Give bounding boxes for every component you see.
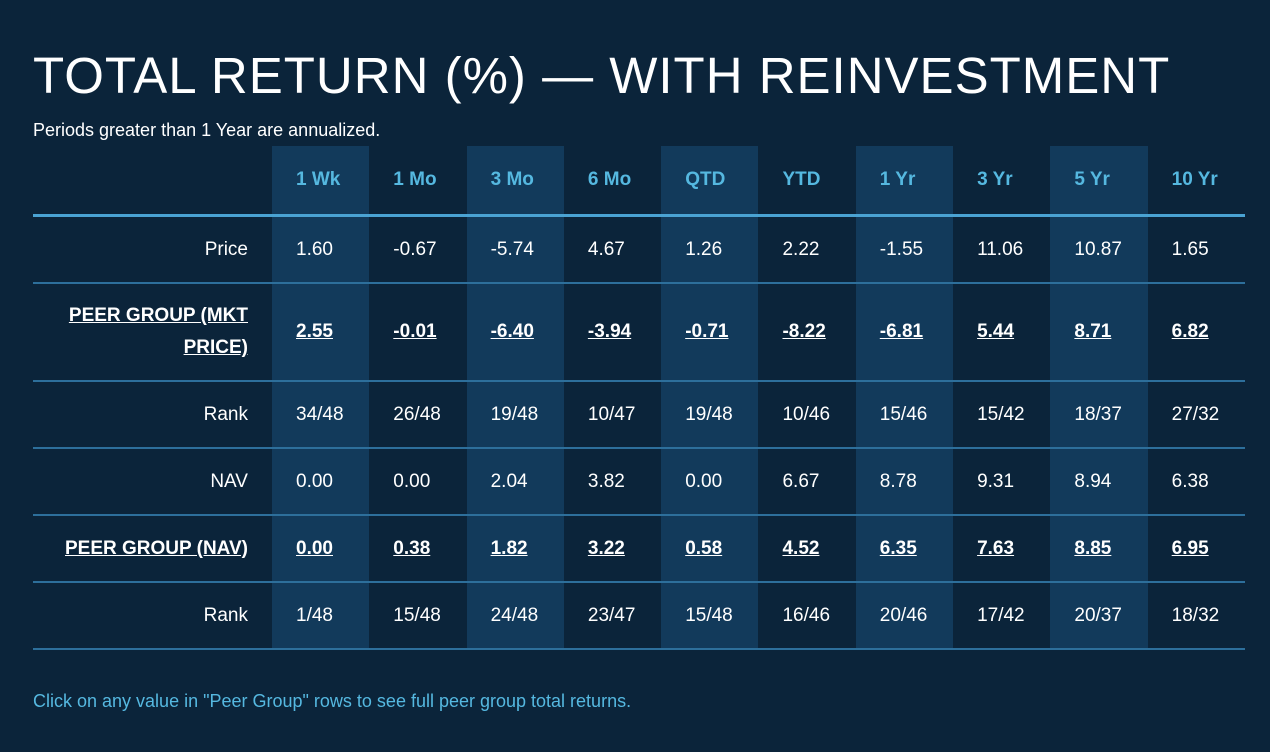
table-cell: 15/46 — [855, 381, 954, 449]
column-header-6mo: 6 Mo — [563, 146, 662, 217]
column-header-ytd: YTD — [758, 146, 856, 217]
table-cell: -5.74 — [466, 215, 564, 284]
table-cell: 0.00 — [661, 448, 759, 516]
table-row-rank-mkt: Rank 34/48 26/48 19/48 10/47 19/48 10/46… — [33, 381, 1245, 449]
peer-value-link[interactable]: -0.71 — [661, 283, 759, 382]
table-cell: 23/47 — [563, 582, 662, 650]
table-cell: 34/48 — [272, 381, 370, 449]
table-cell: 8.78 — [855, 448, 954, 516]
total-return-table: 1 Wk 1 Mo 3 Mo 6 Mo QTD YTD 1 Yr 3 Yr 5 … — [33, 146, 1245, 650]
row-label-nav: NAV — [33, 448, 272, 516]
peer-value-link[interactable]: 0.58 — [661, 515, 759, 583]
table-cell: 20/37 — [1050, 582, 1148, 650]
row-label-rank: Rank — [33, 582, 272, 650]
table-cell: 4.67 — [563, 215, 662, 284]
peer-value-link[interactable]: 5.44 — [953, 283, 1051, 382]
table-cell: 18/32 — [1147, 582, 1245, 650]
row-label-rank: Rank — [33, 381, 272, 449]
peer-value-link[interactable]: 6.82 — [1147, 283, 1245, 382]
table-cell: 19/48 — [661, 381, 759, 449]
peer-group-mkt-price-link[interactable]: PEER GROUP (MKT PRICE) — [33, 283, 272, 382]
table-cell: 18/37 — [1050, 381, 1148, 449]
table-row-peer-group-mkt-price: PEER GROUP (MKT PRICE) 2.55 -0.01 -6.40 … — [33, 283, 1245, 382]
table-cell: 1.26 — [661, 215, 759, 284]
total-return-table-container: 1 Wk 1 Mo 3 Mo 6 Mo QTD YTD 1 Yr 3 Yr 5 … — [33, 146, 1245, 650]
column-header-1yr: 1 Yr — [855, 146, 954, 217]
peer-value-link[interactable]: 8.71 — [1050, 283, 1148, 382]
table-cell: 15/48 — [369, 582, 467, 650]
peer-value-link[interactable]: 4.52 — [758, 515, 856, 583]
table-row-price: Price 1.60 -0.67 -5.74 4.67 1.26 2.22 -1… — [33, 215, 1245, 284]
peer-value-link[interactable]: 3.22 — [563, 515, 662, 583]
column-header-qtd: QTD — [661, 146, 759, 217]
peer-value-link[interactable]: 2.55 — [272, 283, 370, 382]
table-cell: 3.82 — [563, 448, 662, 516]
peer-group-nav-link[interactable]: PEER GROUP (NAV) — [33, 515, 272, 583]
annualized-note: Periods greater than 1 Year are annualiz… — [33, 120, 381, 140]
table-cell: 15/48 — [661, 582, 759, 650]
table-cell: 2.04 — [466, 448, 564, 516]
table-cell: 1.65 — [1147, 215, 1245, 284]
header-row: 1 Wk 1 Mo 3 Mo 6 Mo QTD YTD 1 Yr 3 Yr 5 … — [33, 146, 1245, 217]
table-cell: 11.06 — [953, 215, 1051, 284]
table-cell: 17/42 — [953, 582, 1051, 650]
column-header-1wk: 1 Wk — [272, 146, 370, 217]
table-cell: 8.94 — [1050, 448, 1148, 516]
table-cell: 26/48 — [369, 381, 467, 449]
table-cell: 24/48 — [466, 582, 564, 650]
peer-value-link[interactable]: 6.95 — [1147, 515, 1245, 583]
column-header-10yr: 10 Yr — [1147, 146, 1245, 217]
table-cell: 2.22 — [758, 215, 856, 284]
table-row-peer-group-nav: PEER GROUP (NAV) 0.00 0.38 1.82 3.22 0.5… — [33, 515, 1245, 583]
table-cell: 19/48 — [466, 381, 564, 449]
table-cell: 6.67 — [758, 448, 856, 516]
peer-value-link[interactable]: 6.35 — [855, 515, 954, 583]
peer-value-link[interactable]: 7.63 — [953, 515, 1051, 583]
column-header-3mo: 3 Mo — [466, 146, 564, 217]
table-cell: 10.87 — [1050, 215, 1148, 284]
peer-value-link[interactable]: 8.85 — [1050, 515, 1148, 583]
table-cell: 0.00 — [369, 448, 467, 516]
table-cell: -1.55 — [855, 215, 954, 284]
table-row-nav: NAV 0.00 0.00 2.04 3.82 0.00 6.67 8.78 9… — [33, 448, 1245, 516]
peer-value-link[interactable]: 0.38 — [369, 515, 467, 583]
column-header-5yr: 5 Yr — [1050, 146, 1148, 217]
peer-value-link[interactable]: 0.00 — [272, 515, 370, 583]
peer-value-link[interactable]: -6.81 — [855, 283, 954, 382]
table-cell: 1.60 — [272, 215, 370, 284]
page-title: TOTAL RETURN (%) — WITH REINVESTMENT — [33, 47, 1171, 104]
table-cell: 6.38 — [1147, 448, 1245, 516]
table-cell: -0.67 — [369, 215, 467, 284]
column-header-3yr: 3 Yr — [953, 146, 1051, 217]
table-cell: 10/46 — [758, 381, 856, 449]
table-cell: 16/46 — [758, 582, 856, 650]
table-cell: 27/32 — [1147, 381, 1245, 449]
table-row-rank-nav: Rank 1/48 15/48 24/48 23/47 15/48 16/46 … — [33, 582, 1245, 650]
table-cell: 20/46 — [855, 582, 954, 650]
table-cell: 1/48 — [272, 582, 370, 650]
peer-value-link[interactable]: -3.94 — [563, 283, 662, 382]
peer-value-link[interactable]: -8.22 — [758, 283, 856, 382]
table-cell: 10/47 — [563, 381, 662, 449]
table-cell: 15/42 — [953, 381, 1051, 449]
row-label-price: Price — [33, 215, 272, 284]
peer-group-footnote: Click on any value in "Peer Group" rows … — [33, 691, 632, 711]
peer-value-link[interactable]: -6.40 — [466, 283, 564, 382]
peer-value-link[interactable]: 1.82 — [466, 515, 564, 583]
column-header-1mo: 1 Mo — [369, 146, 467, 217]
table-cell: 9.31 — [953, 448, 1051, 516]
table-cell: 0.00 — [272, 448, 370, 516]
row-label-header — [33, 146, 272, 217]
peer-value-link[interactable]: -0.01 — [369, 283, 467, 382]
